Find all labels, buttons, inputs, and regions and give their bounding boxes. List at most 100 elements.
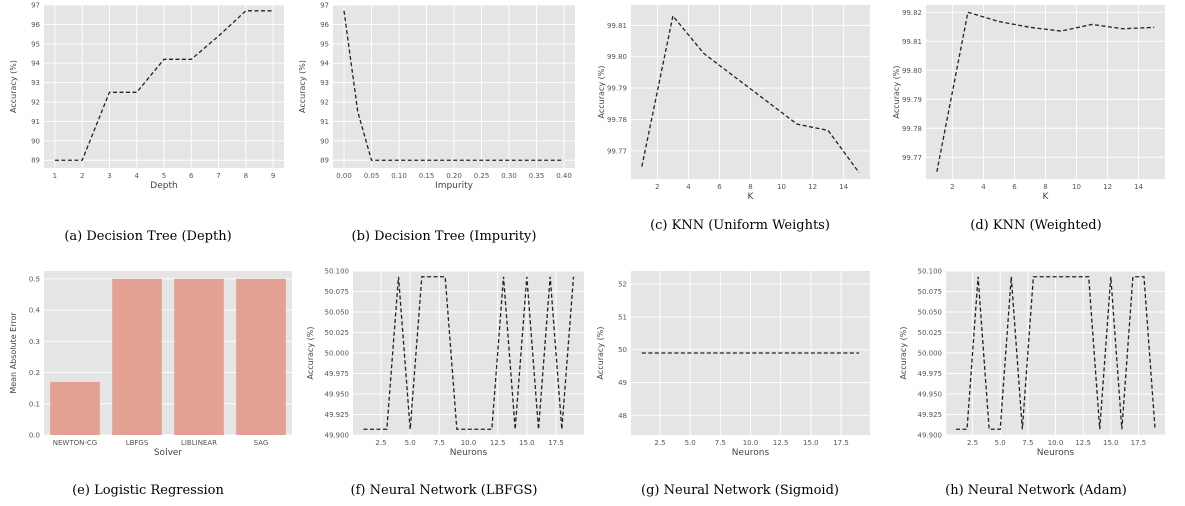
chart-b-ytick-label: 96 — [320, 21, 329, 29]
chart-d-xtick-label: 14 — [1134, 183, 1143, 191]
chart-e-xaxis-label: Solver — [154, 448, 183, 458]
chart-f-svg: 49.900 49.925 49.950 49.975 50.000 50.025 50.0… — [306, 268, 584, 458]
chart-g-svg: 48 49 50 51 52 2.5 5.0 7.5 10.0 12.5 15.0 17.5 Neuro… — [596, 271, 870, 458]
chart-a-xtick-label: 9 — [271, 172, 275, 180]
chart-b-xtick-label: 0.35 — [529, 172, 545, 180]
chart-d-series-line — [936, 11, 1155, 172]
chart-c-ytick-label: 99.79 — [607, 85, 627, 93]
chart-g-xtick-label: 7.5 — [715, 439, 726, 447]
chart-h-xtick-label: 17.5 — [1131, 439, 1147, 447]
chart-b-xtick-label: 0.40 — [556, 172, 572, 180]
chart-e-bar — [174, 278, 224, 435]
chart-b-xaxis-label: Impurity — [435, 181, 474, 191]
chart-h-xtick-label: 12.5 — [1075, 439, 1091, 447]
chart-g-ytick-label: 49 — [618, 379, 627, 387]
chart-e-ytick-label: 0.2 — [29, 369, 40, 377]
chart-e-yaxis-label: Mean Absolute Error — [9, 312, 18, 394]
chart-a-ytick-label: 94 — [31, 60, 40, 68]
chart-c-ytick-label: 99.81 — [607, 22, 627, 30]
chart-c-ytick-label: 99.78 — [607, 116, 627, 124]
chart-h-ytick-label: 50.000 — [918, 350, 943, 358]
caption-e: (e) Logistic Regression — [72, 483, 224, 498]
chart-d-xtick-label: 12 — [1103, 183, 1112, 191]
chart-f-xtick-label: 2.5 — [375, 439, 386, 447]
chart-b-ytick-label: 97 — [320, 2, 329, 10]
chart-e-xtick-label: LBFGS — [126, 439, 149, 447]
chart-d-xtick-label: 8 — [1043, 183, 1047, 191]
chart-d-xtick-label: 4 — [981, 183, 986, 191]
chart-c-xtick-label: 12 — [808, 183, 817, 191]
chart-b-series-line — [343, 10, 564, 161]
caption-f: (f) Neural Network (LBFGS) — [350, 483, 538, 498]
chart-a-ytick-label: 96 — [31, 21, 40, 29]
chart-panel-h: 49.900 49.925 49.950 49.975 50.000 50.025 50.0… — [888, 258, 1184, 506]
chart-f-xaxis-label: Neurons — [450, 448, 488, 458]
chart-f-ytick-label: 49.950 — [325, 391, 350, 399]
caption-d: (d) KNN (Weighted) — [970, 218, 1102, 233]
chart-a-series-line — [54, 10, 274, 161]
chart-f-ytick-label: 50.000 — [325, 350, 350, 358]
chart-d-ytick-label: 99.80 — [902, 67, 922, 75]
chart-b-xtick-label: 0.25 — [474, 172, 490, 180]
chart-panel-a: 89 90 91 92 93 94 95 96 97 1 2 3 4 5 6 7 8 9 Depth Accuracy… — [0, 0, 296, 250]
chart-g-xtick-label: 10.0 — [743, 439, 759, 447]
chart-d-xtick-label: 2 — [950, 183, 954, 191]
chart-h-ytick-label: 49.900 — [918, 432, 943, 440]
chart-c-yaxis-label: Accuracy (%) — [597, 66, 606, 119]
caption-b: (b) Decision Tree (Impurity) — [351, 229, 537, 244]
chart-panel-d: 99.77 99.78 99.79 99.80 99.81 99.82 2 4 6 8 10 12 14… — [888, 0, 1184, 250]
chart-a-xtick-label: 6 — [189, 172, 194, 180]
chart-f-xtick-label: 7.5 — [434, 439, 445, 447]
chart-d-xtick-label: 10 — [1072, 183, 1081, 191]
chart-b-ytick-label: 90 — [320, 137, 329, 145]
chart-g-xtick-label: 5.0 — [685, 439, 696, 447]
chart-e-ytick-label: 0.3 — [29, 338, 40, 346]
chart-f-xtick-label: 17.5 — [548, 439, 564, 447]
chart-d-ytick-label: 99.78 — [902, 125, 922, 133]
chart-b-xtick-label: 0.00 — [336, 172, 352, 180]
chart-panel-c: 99.77 99.78 99.79 99.80 99.81 2 4 6 8 10 12 14 K Accu… — [592, 0, 888, 250]
chart-a-xtick-label: 8 — [244, 172, 248, 180]
chart-h-xaxis-label: Neurons — [1037, 448, 1075, 458]
chart-c-xtick-label: 6 — [717, 183, 722, 191]
chart-e-ytick-label: 0.0 — [29, 432, 40, 440]
chart-f-yaxis-label: Accuracy (%) — [306, 327, 315, 380]
chart-g-xtick-label: 15.0 — [803, 439, 819, 447]
chart-b-ytick-label: 92 — [320, 99, 329, 107]
caption-c: (c) KNN (Uniform Weights) — [650, 218, 830, 233]
caption-a: (a) Decision Tree (Depth) — [64, 229, 232, 244]
chart-e-bar — [50, 381, 100, 435]
chart-f-ytick-label: 50.050 — [325, 309, 350, 317]
chart-b-ytick-label: 94 — [320, 60, 329, 68]
chart-f-ytick-label: 49.900 — [325, 432, 350, 440]
chart-h-xtick-label: 7.5 — [1022, 439, 1033, 447]
chart-e-svg: 0.0 0.1 0.2 0.3 0.4 0.5 NEWTON-CG LBFGS LIBLINEA… — [9, 271, 292, 458]
chart-g-xaxis-label: Neurons — [732, 448, 770, 458]
chart-f-xtick-label: 5.0 — [405, 439, 416, 447]
chart-g-xtick-label: 12.5 — [773, 439, 789, 447]
chart-d-ytick-label: 99.81 — [902, 38, 922, 46]
chart-a-ytick-label: 97 — [31, 2, 40, 10]
chart-c-ytick-label: 99.77 — [607, 147, 627, 155]
chart-d-xtick-label: 6 — [1012, 183, 1017, 191]
chart-c-xtick-label: 2 — [655, 183, 659, 191]
chart-a-ytick-label: 91 — [31, 118, 40, 126]
chart-h-xtick-label: 15.0 — [1103, 439, 1119, 447]
chart-b-ytick-label: 93 — [320, 79, 329, 87]
chart-h-ytick-label: 50.100 — [918, 268, 943, 276]
chart-f-ytick-label: 50.100 — [325, 268, 350, 276]
chart-b-ytick-label: 95 — [320, 40, 329, 48]
chart-d-ytick-label: 99.77 — [902, 154, 922, 162]
chart-h-ytick-label: 50.075 — [918, 288, 943, 296]
chart-f-ytick-label: 49.925 — [325, 411, 350, 419]
chart-h-yaxis-label: Accuracy (%) — [899, 327, 908, 380]
caption-g: (g) Neural Network (Sigmoid) — [641, 483, 839, 498]
chart-g-xtick-label: 17.5 — [833, 439, 849, 447]
chart-f-ytick-label: 50.075 — [325, 288, 350, 296]
chart-f-xtick-label: 12.5 — [490, 439, 506, 447]
chart-g-ytick-label: 50 — [618, 346, 627, 354]
chart-b-xtick-label: 0.30 — [501, 172, 517, 180]
chart-c-xtick-label: 4 — [686, 183, 691, 191]
chart-b-xtick-label: 0.05 — [364, 172, 380, 180]
chart-f-series-line — [363, 276, 575, 430]
